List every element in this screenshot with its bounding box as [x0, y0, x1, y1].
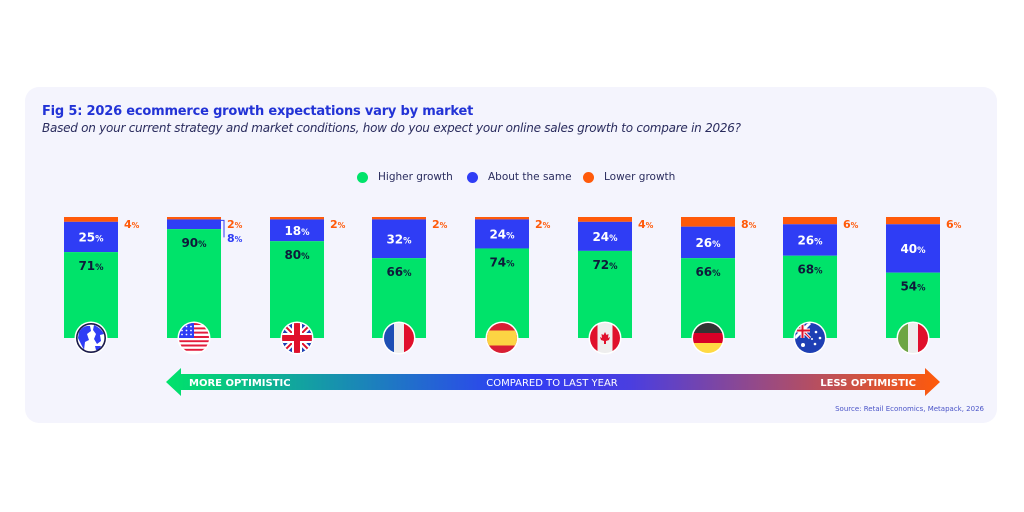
value-label-lower: 4% — [638, 218, 654, 231]
bar-segment-higher — [167, 229, 221, 338]
bar-segment-same — [475, 219, 529, 249]
legend-label: Lower growth — [604, 171, 676, 183]
spain-flag-icon — [485, 321, 519, 355]
legend-swatch-lower — [583, 171, 594, 183]
bar-segment-lower — [681, 217, 735, 227]
australia-flag-icon — [793, 321, 827, 355]
legend-item-about-same: About the same — [467, 171, 572, 183]
bar-segment-lower — [372, 217, 426, 220]
bar-segment-same — [270, 219, 324, 242]
value-label-lower: 2% — [535, 218, 551, 231]
bar-segment-lower — [578, 217, 632, 222]
optimism-arrow-shape — [166, 368, 940, 396]
chart-subtitle: Based on your current strategy and marke… — [42, 121, 741, 135]
value-label-higher: 54% — [900, 280, 926, 294]
value-label-same: 26% — [797, 233, 823, 247]
value-label-lower: 2% — [227, 218, 243, 231]
value-label-same: 24% — [489, 227, 515, 241]
bar-group-usa: 90% 2%8% — [167, 217, 243, 355]
bar-segment-same — [167, 219, 221, 230]
legend-item-lower-growth: Lower growth — [583, 171, 675, 183]
bar-segment-same — [64, 221, 118, 253]
less-optimistic-label: LESS OPTIMISTIC — [820, 378, 916, 389]
optimism-arrow: MORE OPTIMISTIC COMPARED TO LAST YEAR LE… — [166, 368, 940, 396]
value-label-same: 26% — [695, 236, 721, 250]
italy-flag-icon — [896, 321, 930, 355]
value-label-higher: 66% — [386, 265, 412, 279]
bar-segment-lower — [783, 217, 837, 225]
value-label-higher: 66% — [695, 265, 721, 279]
uk-flag-icon — [280, 321, 314, 355]
globe-icon — [74, 321, 108, 355]
bar-segment-same — [886, 224, 940, 273]
value-label-same: 40% — [900, 242, 926, 256]
legend-swatch-higher — [357, 171, 368, 183]
bar-group-australia: 26% 68% 6% — [783, 217, 859, 355]
legend-label: About the same — [488, 171, 572, 183]
value-label-same: 18% — [284, 224, 310, 238]
value-label-same: 25% — [78, 230, 104, 244]
value-label-higher: 68% — [797, 263, 823, 277]
more-optimistic-label: MORE OPTIMISTIC — [189, 378, 291, 389]
bar-segment-same — [681, 226, 735, 259]
canada-flag-icon — [588, 321, 622, 355]
bar-segment-lower — [886, 217, 940, 225]
compared-label: COMPARED TO LAST YEAR — [486, 378, 618, 389]
bar-segment-same — [783, 224, 837, 256]
legend: Higher growth About the same Lower growt… — [0, 171, 1024, 187]
legend-item-higher-growth: Higher growth — [357, 171, 453, 183]
value-label-lower: 2% — [432, 218, 448, 231]
bar-group-uk: 18% 80% 2% — [270, 217, 346, 355]
bar-group-spain: 24% 74% 2% — [475, 217, 551, 355]
legend-label: Higher growth — [378, 171, 453, 183]
bar-segment-lower — [64, 217, 118, 222]
value-label-higher: 71% — [78, 259, 104, 273]
value-label-lower: 2% — [330, 218, 346, 231]
value-label-higher: 72% — [592, 258, 618, 272]
germany-flag-icon — [691, 321, 725, 355]
bar-group-germany: 26% 66% 8% — [681, 217, 757, 355]
value-label-same: 32% — [386, 232, 412, 246]
bar-segment-same — [578, 221, 632, 251]
value-label-higher: 90% — [181, 236, 207, 250]
bar-segment-lower — [475, 217, 529, 220]
source-note: Source: Retail Economics, Metapack, 2026 — [835, 405, 984, 413]
france-flag-icon — [382, 321, 416, 355]
bars-group: 25%71%4%90%2%8%18%80%2%32%66%2%24%74%2%2… — [64, 217, 962, 355]
value-label-same: 8% — [227, 232, 243, 245]
bar-segment-lower — [167, 217, 221, 220]
value-label-higher: 74% — [489, 255, 515, 269]
bar-group-italy: 40% 54% 6% — [886, 217, 962, 355]
value-label-lower: 6% — [843, 218, 859, 231]
usa-flag-icon — [177, 321, 211, 355]
legend-swatch-same — [467, 171, 478, 183]
label-bracket — [221, 219, 225, 238]
value-label-lower: 4% — [124, 218, 140, 231]
chart-title: Fig 5: 2026 ecommerce growth expectation… — [42, 104, 474, 119]
value-label-same: 24% — [592, 230, 618, 244]
bar-group-global: 25% 71% 4% — [64, 217, 140, 355]
bar-group-canada: 24% 72% 4% — [578, 217, 654, 355]
bar-segment-lower — [270, 217, 324, 220]
bar-group-france: 32% 66% 2% — [372, 217, 448, 355]
value-label-lower: 8% — [741, 218, 757, 231]
value-label-lower: 6% — [946, 218, 962, 231]
value-label-higher: 80% — [284, 248, 310, 262]
bar-segment-same — [372, 219, 426, 259]
